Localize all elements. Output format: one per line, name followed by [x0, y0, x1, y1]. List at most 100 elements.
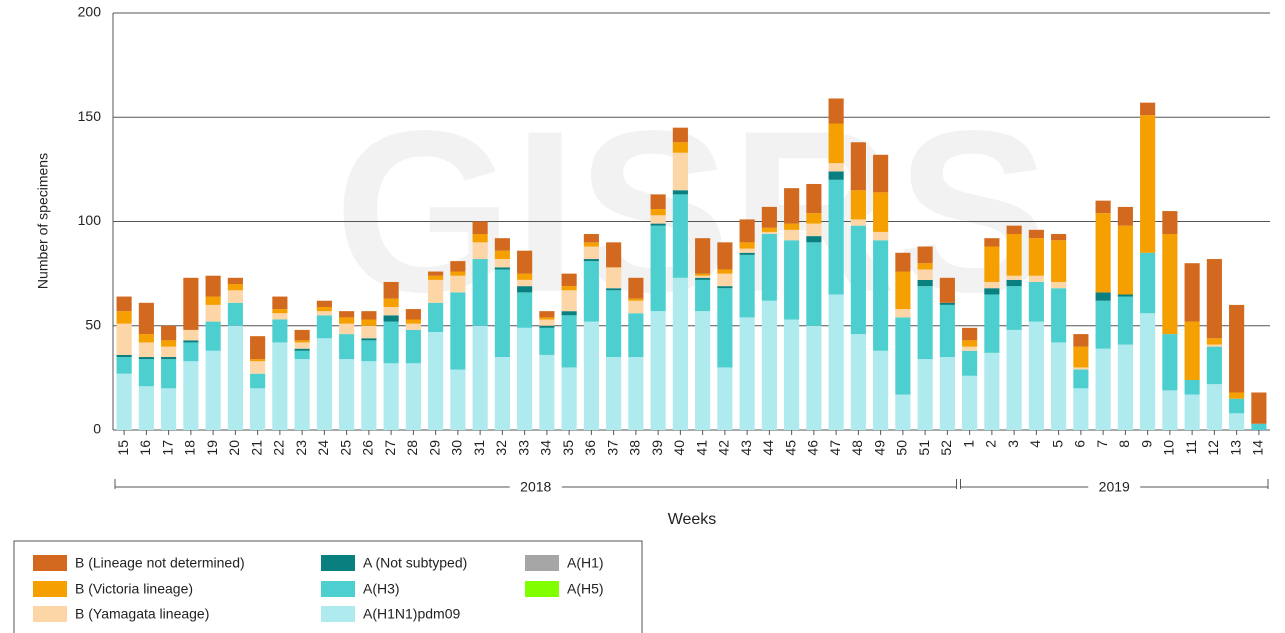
bar-segment	[561, 315, 577, 368]
bar-segment	[717, 286, 733, 289]
bar-segment	[739, 317, 755, 430]
bar-segment	[739, 252, 755, 255]
bar-segment	[806, 223, 822, 237]
bar-segment	[1184, 263, 1200, 322]
bar-segment	[917, 286, 933, 360]
x-tick-label: 48	[849, 440, 865, 456]
legend-label: B (Lineage not determined)	[75, 555, 245, 571]
bar-segment	[1006, 286, 1022, 330]
bar-segment	[1095, 200, 1111, 214]
bar-segment	[517, 273, 533, 280]
bar-segment	[205, 321, 221, 351]
bar-segment	[227, 284, 243, 291]
bar-segment	[895, 252, 911, 272]
bar-segment	[606, 288, 622, 291]
x-tick-label: 4	[1027, 440, 1043, 448]
bar-segment	[1229, 392, 1245, 399]
bar-segment	[650, 194, 666, 209]
bar-segment	[383, 306, 399, 316]
bar-segment	[962, 375, 978, 430]
bar-segment	[161, 388, 177, 430]
bar-segment	[850, 225, 866, 335]
bar-segment	[294, 359, 310, 430]
bar-segment	[873, 231, 889, 241]
bar-segment	[450, 292, 466, 370]
bar-segment	[761, 227, 777, 232]
bar-segment	[1006, 329, 1022, 430]
bar-segment	[361, 325, 377, 339]
bar-segment	[205, 275, 221, 297]
bar-segment	[539, 327, 555, 355]
x-tick-label: 49	[871, 440, 887, 456]
x-tick-label: 43	[738, 440, 754, 456]
bar-segment	[650, 225, 666, 312]
bar-segment	[650, 208, 666, 216]
bar-segment	[450, 369, 466, 430]
bar-segment	[294, 348, 310, 351]
legend-swatch	[321, 606, 355, 622]
legend-label: A(H5)	[567, 581, 604, 597]
bar-segment	[784, 240, 800, 320]
bar-segment	[895, 271, 911, 310]
bar-segment	[828, 163, 844, 172]
x-tick-label: 33	[515, 440, 531, 456]
x-tick-label: 8	[1116, 440, 1132, 448]
x-tick-label: 34	[538, 440, 554, 456]
bar-segment	[494, 267, 510, 270]
bar-segment	[272, 319, 288, 343]
x-tick-label: 22	[271, 440, 287, 456]
bar-segment	[272, 309, 288, 314]
bar-segment	[1140, 102, 1156, 116]
group-label: 2019	[1099, 479, 1130, 495]
bar-segment	[1006, 225, 1022, 235]
bar-segment	[628, 298, 644, 301]
bar-segment	[450, 271, 466, 276]
x-tick-label: 31	[471, 440, 487, 456]
bar-segment	[806, 213, 822, 224]
bar-segment	[339, 323, 355, 335]
x-tick-label: 11	[1183, 440, 1199, 455]
bar-segment	[361, 338, 377, 341]
bar-segment	[784, 319, 800, 430]
x-tick-label: 2	[983, 440, 999, 448]
bar-segment	[672, 142, 688, 153]
bar-segment	[561, 273, 577, 287]
bar-segment	[316, 300, 332, 307]
bar-segment	[183, 361, 199, 430]
bar-segment	[250, 336, 266, 360]
bar-segment	[383, 315, 399, 322]
x-tick-label: 21	[248, 440, 264, 456]
bar-segment	[161, 357, 177, 360]
bar-segment	[1229, 413, 1245, 430]
bar-segment	[695, 238, 711, 274]
bar-segment	[183, 277, 199, 330]
bar-segment	[1028, 238, 1044, 276]
bar-segment	[472, 259, 488, 326]
y-tick-label: 200	[78, 4, 102, 20]
bar-segment	[428, 279, 444, 303]
x-tick-label: 41	[693, 440, 709, 456]
bar-segment	[1206, 338, 1222, 345]
bar-segment	[494, 238, 510, 251]
bar-segment	[1206, 259, 1222, 339]
bar-segment	[939, 302, 955, 305]
bar-segment	[628, 313, 644, 358]
bar-segment	[1140, 313, 1156, 430]
bar-segment	[1073, 346, 1089, 368]
bar-segment	[1051, 288, 1067, 343]
x-tick-label: 14	[1250, 440, 1266, 456]
bar-segment	[361, 311, 377, 320]
bar-segment	[1073, 367, 1089, 370]
bar-segment	[472, 234, 488, 243]
bar-segment	[161, 359, 177, 389]
bar-segment	[361, 361, 377, 430]
bar-segment	[339, 334, 355, 360]
y-tick-label: 150	[78, 108, 102, 124]
legend-label: B (Victoria lineage)	[75, 581, 193, 597]
bar-segment	[428, 275, 444, 280]
bar-segment	[672, 127, 688, 143]
bar-segment	[695, 273, 711, 276]
x-tick-label: 10	[1161, 440, 1177, 456]
x-tick-label: 52	[938, 440, 954, 456]
bar-segment	[806, 325, 822, 430]
